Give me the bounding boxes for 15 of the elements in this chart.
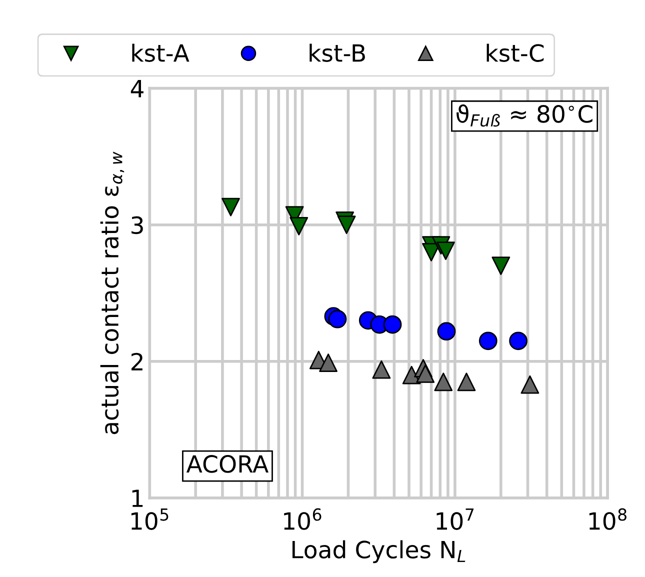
x-axis-title: Load Cycles N$_{L}$ <box>292 540 466 564</box>
x-tick-label: 10$^{7}$ <box>436 508 474 530</box>
legend-label: kst-A <box>132 44 190 62</box>
x-tick-label: 10$^{5}$ <box>131 508 168 530</box>
annotation: ϑ$_{Fuß}$ ≈ 80$^{∘}$C <box>456 104 592 127</box>
y-tick-label: 4 <box>130 80 144 98</box>
y-tick-label: 1 <box>132 490 143 507</box>
y-axis-title: actual contact ratio ε$_{α,w}$ <box>100 152 124 434</box>
x-tick-label: 10$^{8}$ <box>589 508 626 530</box>
legend-label: kst-B <box>310 44 365 62</box>
y-tick-label: 3 <box>132 216 143 234</box>
annotation: ACORA <box>186 455 269 473</box>
x-tick-label: 10$^{6}$ <box>284 508 322 530</box>
legend-label: kst-C <box>486 44 544 62</box>
y-tick-label: 2 <box>131 352 142 370</box>
